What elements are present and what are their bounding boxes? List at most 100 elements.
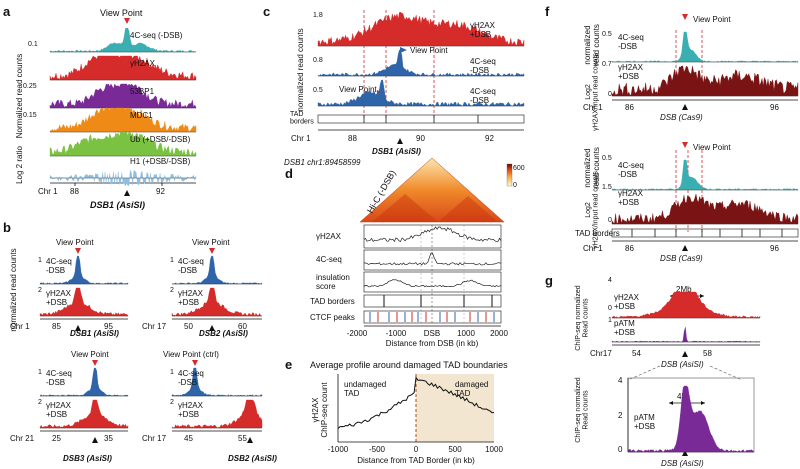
- g-scale-top: 2Mb: [676, 285, 692, 294]
- panel-b-view-point: View Point: [56, 238, 94, 247]
- panel-a-y-label: Normalized read counts: [15, 54, 24, 138]
- track-a-2: [49, 83, 197, 109]
- tad-border-track: [317, 114, 525, 124]
- d-track-box: [363, 224, 502, 249]
- panel-b-tick-label: 95: [104, 322, 113, 331]
- e-right-region: damaged TAD: [455, 380, 488, 398]
- f-y-label-bot: Log2γH2AX/Input read counts: [585, 171, 600, 249]
- panel-f: f normalizedread counts Log2γH2AX/Input …: [545, 4, 799, 263]
- track-b-h2ax: [171, 287, 263, 317]
- f-tick-label: 86: [625, 103, 634, 112]
- panel-c-tad-label: TAD borders: [290, 111, 314, 126]
- panel-b-tick-label: 45: [184, 434, 193, 443]
- panel-b-track-label: 4C-seq -DSB: [178, 257, 204, 275]
- panel-b-dsb-label: DSB1 (AsiSI): [70, 329, 119, 338]
- panel-c-view-point: View Point: [339, 85, 377, 94]
- track-b-h2ax: [39, 287, 129, 317]
- g-dsb-label: DSB (AsiSI): [661, 360, 704, 369]
- d-track-box: [363, 271, 502, 293]
- panel-b-tick-label: 35: [104, 434, 113, 443]
- track-b-h2ax: [39, 399, 129, 429]
- g-scale-arrow: [700, 294, 704, 298]
- panel-f-letter: f: [545, 4, 550, 19]
- g-max: 0: [608, 305, 612, 312]
- track-f-4c-top: [611, 31, 799, 63]
- panel-b-track-label: 4C-seq -DSB: [46, 369, 72, 387]
- panel-c-y-label: normalized read counts: [296, 28, 305, 111]
- e-tick-label: -500: [369, 445, 386, 454]
- track-d-4c: [363, 252, 502, 266]
- panel-d: d DSB1 chr1:89458599 Hi-C (-DSB) 600 0 γ…: [284, 157, 525, 348]
- panel-a-track-label: MDC1: [130, 111, 153, 120]
- d-tick-label: DSB: [424, 329, 440, 338]
- track-g-patm: [611, 327, 761, 343]
- panel-b-dsb-label: DSB2 (AsiSI): [199, 329, 248, 338]
- view-point-marker: [209, 248, 215, 254]
- panel-b-tick-label: 50: [184, 322, 193, 331]
- panel-b-chr: Chr 17: [142, 322, 167, 331]
- dsb-arrow: [397, 138, 403, 144]
- panel-c-dsb-label: DSB1 (AsiSI): [372, 147, 421, 156]
- panel-c-max: 0.8: [313, 57, 323, 64]
- d-row-label: 4C-seq: [316, 255, 342, 264]
- hic-domain: [372, 194, 438, 222]
- panel-b-max: 1: [38, 369, 42, 376]
- panel-a-letter: a: [3, 4, 11, 19]
- genome-tracks: 4C-seq (-DSB) γH2AX 53BP1 MDC1 Ub (+DSB/-DSB…: [10, 11, 799, 453]
- panel-a-track-label: Ub (+DSB/-DSB): [130, 135, 191, 144]
- track-b-4c: [39, 367, 129, 397]
- g-y-tick: 4: [618, 376, 623, 385]
- f-y-label-top: normalizedread counts: [583, 24, 601, 66]
- f-tad-label: TAD borders: [575, 229, 620, 238]
- panel-b-dsb-label: DSB3 (AsiSI): [63, 454, 112, 463]
- panel-a: a View Point Normalized read counts Log …: [3, 4, 196, 210]
- g-chr: Chr17: [590, 349, 612, 358]
- panel-b-track-label: γH2AX +DSB: [46, 289, 72, 307]
- panel-c-tick-label: 88: [348, 134, 357, 143]
- d-row-label: insulation score: [316, 273, 350, 291]
- track-a-0: [49, 27, 197, 53]
- hic-domain: [438, 196, 498, 222]
- panel-b-max: 2: [170, 399, 174, 406]
- panel-b-track-label: 4C-seq -DSB: [178, 369, 204, 387]
- f-max: 0: [608, 91, 612, 98]
- hic-legend-max: 600: [513, 165, 525, 172]
- d-row-label: TAD borders: [310, 297, 355, 306]
- g-zoom-line: [627, 365, 661, 381]
- dsb-arrow: [92, 437, 98, 443]
- e-y-label: γH2AXChIP-seq count: [311, 382, 329, 438]
- dsb-arrow: [124, 190, 130, 196]
- view-point-marker: [124, 18, 130, 24]
- f-track-label: γH2AX +DSB: [618, 63, 644, 81]
- g-y-tick: 0: [618, 445, 623, 454]
- d-track-box: [363, 249, 502, 271]
- panel-b-tick-label: 55: [238, 434, 247, 443]
- g-dsb-label: DSB (AsiSI): [661, 459, 704, 468]
- f-dsb-label: DSB (Cas9): [660, 113, 703, 122]
- e-tick-label: 0: [414, 445, 419, 454]
- g-scale-arrow: [701, 401, 705, 405]
- g-tick-label: 54: [632, 349, 641, 358]
- track-g-h2ax: [611, 291, 761, 319]
- panel-b-max: 2: [170, 287, 174, 294]
- panel-b-max: 1: [170, 257, 174, 264]
- panel-b-max: 1: [38, 257, 42, 264]
- view-point-marker: [75, 248, 81, 254]
- panel-b-chr: Chr 21: [10, 434, 35, 443]
- panel-b-y-label: normalized read counts: [9, 248, 18, 331]
- d-track-box: [363, 294, 502, 308]
- panel-c: c normalized read counts 1.8 0.8 0.5 Vie…: [263, 4, 525, 156]
- dsb-arrow: [682, 351, 688, 357]
- f-tick-label: 96: [770, 103, 779, 112]
- panel-b-max: 2: [38, 287, 42, 294]
- g-y-label-top: ChIP-seq normalizedRead counts: [575, 285, 590, 350]
- dsb-arrow: [209, 325, 215, 331]
- panel-b-chr: Chr 17: [142, 434, 167, 443]
- g-tick-label: 58: [703, 349, 712, 358]
- panel-a-dsb-label: DSB1 (AsiSI): [90, 200, 145, 210]
- panel-c-tick-label: 92: [485, 134, 494, 143]
- f-chr: Chr 1: [583, 103, 603, 112]
- e-profile-line: [337, 376, 495, 429]
- track-a-1: [49, 55, 197, 81]
